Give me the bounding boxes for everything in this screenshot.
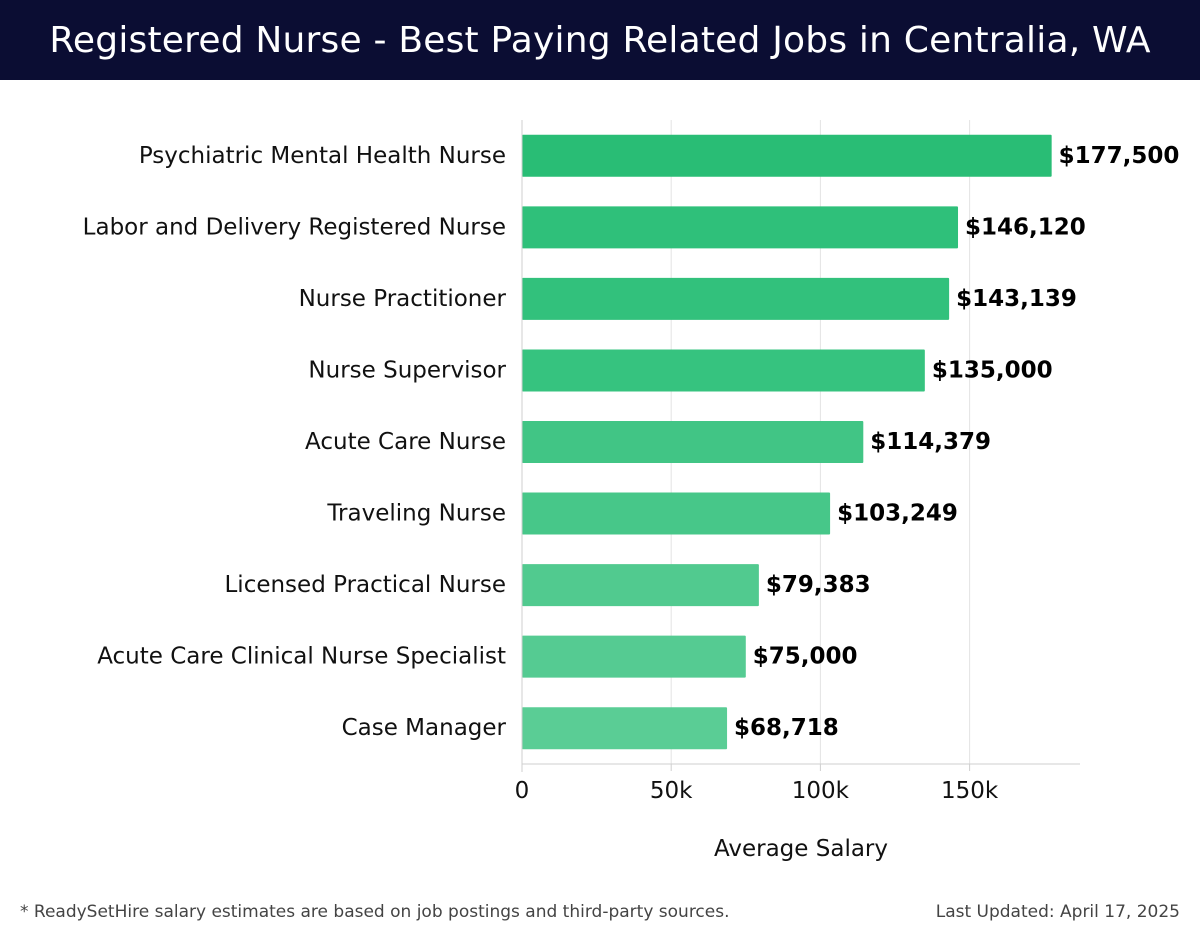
category-label: Nurse Practitioner xyxy=(299,286,507,312)
value-label: $143,139 xyxy=(956,286,1077,312)
x-tick-label: 0 xyxy=(515,778,530,804)
category-label: Acute Care Clinical Nurse Specialist xyxy=(97,644,506,670)
bar xyxy=(522,349,925,392)
bar xyxy=(522,707,728,750)
category-label: Labor and Delivery Registered Nurse xyxy=(83,214,506,240)
category-label: Acute Care Nurse xyxy=(305,429,506,455)
value-label: $146,120 xyxy=(965,214,1086,240)
bar xyxy=(522,277,950,320)
category-label: Licensed Practical Nurse xyxy=(224,572,506,598)
value-label: $114,379 xyxy=(870,429,991,455)
bar-chart: Psychiatric Mental Health Nurse $177,500 L… xyxy=(83,120,1180,862)
x-tick-label: 150k xyxy=(941,778,999,804)
value-label: $177,500 xyxy=(1059,143,1180,169)
value-label: $103,249 xyxy=(837,501,958,527)
bar xyxy=(522,492,831,535)
bar xyxy=(522,564,759,607)
x-axis-title: Average Salary xyxy=(714,836,888,862)
value-label: $75,000 xyxy=(753,644,858,670)
bar xyxy=(522,134,1052,177)
category-label: Traveling Nurse xyxy=(326,501,506,527)
bar xyxy=(522,635,746,678)
value-label: $68,718 xyxy=(734,715,839,741)
category-label: Case Manager xyxy=(342,715,507,741)
title-bar: Registered Nurse - Best Paying Related J… xyxy=(0,0,1200,80)
value-label: $135,000 xyxy=(932,357,1053,383)
value-label: $79,383 xyxy=(766,572,871,598)
last-updated: Last Updated: April 17, 2025 xyxy=(935,902,1180,922)
footer-note: * ReadySetHire salary estimates are base… xyxy=(20,902,730,922)
bar xyxy=(522,421,864,463)
category-label: Nurse Supervisor xyxy=(308,357,506,383)
bar xyxy=(522,206,959,249)
category-label: Psychiatric Mental Health Nurse xyxy=(139,143,506,169)
x-tick-label: 50k xyxy=(650,778,693,804)
chart-title: Registered Nurse - Best Paying Related J… xyxy=(49,19,1151,61)
x-tick-label: 100k xyxy=(792,778,850,804)
